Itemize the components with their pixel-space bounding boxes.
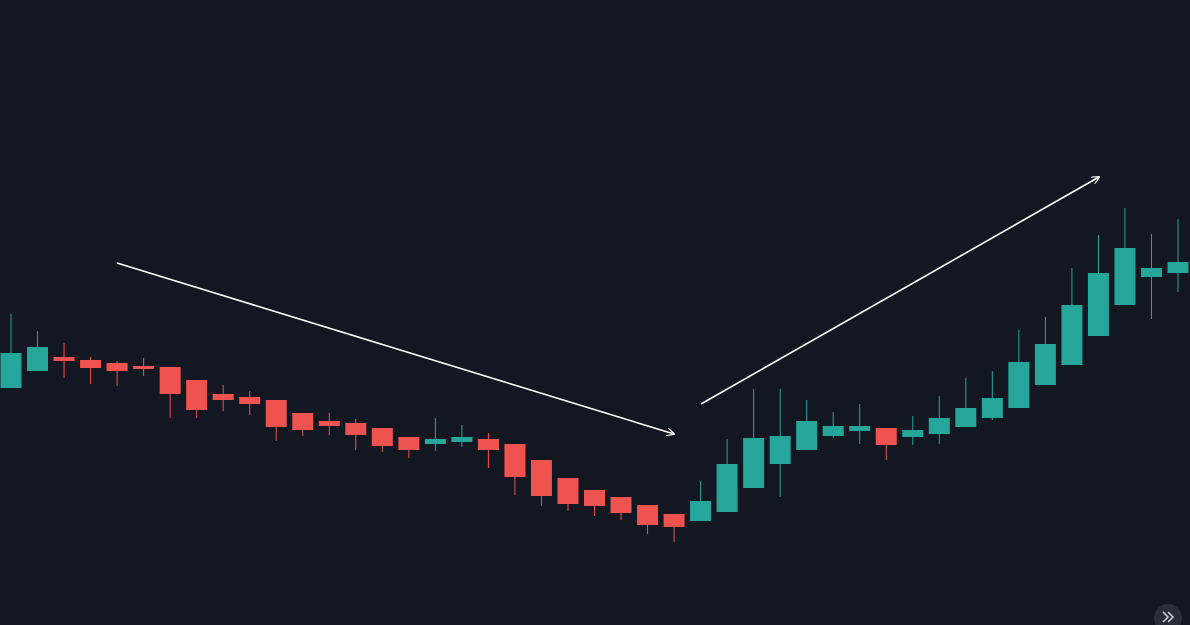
button-bg[interactable]: [1154, 604, 1182, 625]
candle-body: [133, 366, 155, 369]
candle-body: [186, 380, 208, 410]
candle-body: [504, 444, 526, 477]
candle-body: [265, 400, 287, 427]
trend-arrow: [700, 177, 1099, 405]
candle-body: [955, 408, 977, 427]
candle-body: [849, 426, 871, 431]
candle-body: [159, 367, 181, 394]
candle-body: [212, 394, 234, 400]
candle-body: [690, 501, 712, 521]
candle-body: [292, 413, 314, 430]
trend-arrow: [116, 262, 674, 434]
candle-body: [1140, 268, 1162, 277]
candle-body: [663, 514, 685, 527]
candle-body: [451, 437, 473, 442]
candle-body: [80, 360, 102, 368]
candle-body: [1087, 273, 1109, 336]
candle-body: [584, 490, 605, 506]
candle-body: [637, 505, 659, 525]
candle-body: [398, 437, 420, 450]
candles: [0, 208, 1189, 542]
candle-body: [743, 438, 765, 488]
candle-body: [477, 439, 499, 450]
candle-body: [1061, 305, 1083, 365]
candle-body: [981, 398, 1003, 418]
candle-body: [557, 478, 579, 504]
candle-body: [371, 428, 393, 446]
candle-body: [0, 353, 22, 388]
candle-body: [902, 430, 924, 437]
candle-body: [822, 426, 844, 436]
candle-body: [318, 421, 340, 426]
candle-body: [716, 464, 738, 512]
candle-body: [345, 423, 367, 435]
button-icon[interactable]: [1162, 611, 1175, 623]
candle-body: [239, 397, 261, 404]
candle-body: [769, 436, 791, 464]
candle-body: [1008, 362, 1030, 408]
candle-body: [1167, 262, 1189, 273]
candle-body: [1034, 344, 1056, 385]
candle-body: [928, 418, 950, 434]
candle-body: [27, 347, 49, 371]
candle-body: [530, 460, 552, 496]
candle-body: [1114, 248, 1136, 305]
candle-body: [106, 363, 128, 371]
candle-body: [424, 439, 446, 444]
candle-body: [53, 357, 75, 361]
scroll-button[interactable]: [1154, 604, 1182, 625]
candle-body: [610, 497, 632, 513]
candle-body: [875, 428, 897, 445]
candle-body: [796, 421, 818, 450]
